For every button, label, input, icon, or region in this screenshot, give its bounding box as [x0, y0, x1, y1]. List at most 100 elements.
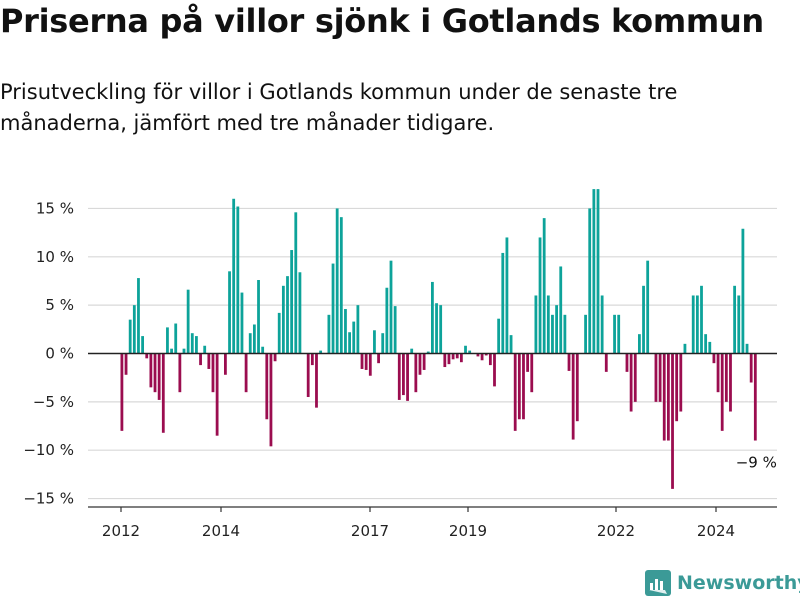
bar [522, 353, 525, 420]
bar [257, 280, 260, 354]
bar [339, 217, 343, 354]
bar [149, 353, 153, 388]
bar [629, 353, 633, 412]
bar [356, 305, 360, 354]
bar [228, 271, 231, 354]
bar [733, 285, 737, 354]
bar [505, 237, 509, 354]
bar [729, 353, 732, 412]
bar [410, 348, 414, 354]
bars [120, 189, 757, 489]
bar [426, 351, 430, 354]
bar [596, 189, 600, 354]
bar [600, 295, 604, 354]
bar [493, 353, 496, 387]
bar [310, 353, 314, 366]
bar [137, 278, 140, 354]
bar [393, 306, 397, 354]
y-tick-label: −5 % [33, 393, 74, 411]
bar [364, 353, 368, 370]
bar [145, 353, 149, 359]
bar [592, 189, 596, 354]
bar [414, 353, 418, 393]
bar [638, 334, 641, 354]
bar [402, 353, 405, 396]
newsworthy-logo-icon [645, 570, 671, 596]
y-tick-label: −10 % [23, 441, 74, 459]
brand-logo: Newsworthy [645, 568, 800, 598]
bar [633, 353, 637, 402]
bar [215, 353, 219, 436]
bar [232, 198, 236, 354]
bar [546, 295, 550, 354]
bar [551, 314, 554, 354]
x-tick-label: 2024 [697, 522, 735, 540]
bar [385, 287, 389, 354]
chart-title: Priserna på villor sjönk i Gotlands komm… [0, 2, 764, 40]
bar [240, 292, 244, 354]
bar [195, 336, 198, 354]
bar [658, 353, 662, 402]
bar [290, 250, 294, 354]
bar [431, 281, 434, 354]
bar [381, 333, 385, 354]
bar [352, 321, 356, 354]
bar [720, 353, 724, 431]
bar [642, 285, 645, 354]
bar [679, 353, 683, 412]
bar [389, 260, 393, 354]
bar [455, 353, 459, 359]
bar [464, 345, 467, 354]
bar [683, 343, 687, 354]
bar [174, 323, 178, 354]
bar [170, 348, 173, 354]
bar [476, 353, 480, 357]
bar [269, 353, 273, 447]
x-tick-label: 2019 [449, 522, 487, 540]
bar [517, 353, 521, 420]
bar [265, 353, 269, 420]
bar [654, 353, 658, 402]
bar [526, 353, 530, 372]
bar [224, 353, 227, 375]
bar [306, 353, 310, 398]
bar [161, 353, 165, 433]
bar [120, 353, 124, 431]
bar [704, 334, 708, 354]
bar [712, 353, 716, 364]
brand-name: Newsworthy [677, 572, 800, 594]
chart-subtitle: Prisutveckling för villor i Gotlands kom… [0, 80, 678, 135]
bar [509, 335, 513, 354]
bar [236, 206, 240, 354]
bar [484, 353, 488, 356]
bar [675, 353, 679, 422]
bar [327, 314, 331, 354]
gridlines [88, 207, 777, 500]
bar [646, 260, 650, 354]
x-tick-label: 2014 [202, 522, 240, 540]
x-tick-label: 2022 [597, 522, 635, 540]
bar [128, 319, 132, 354]
bar [447, 353, 451, 365]
bar [331, 263, 335, 354]
bar [753, 353, 757, 441]
bar [406, 353, 409, 401]
bar [724, 353, 728, 402]
bar [348, 332, 351, 354]
bar [691, 295, 695, 354]
bar [207, 353, 211, 369]
y-tick-label: 5 % [45, 296, 74, 314]
bar [695, 295, 699, 354]
axes [88, 352, 777, 512]
x-tick-label: 2017 [351, 522, 389, 540]
bar [344, 309, 347, 354]
bar [315, 353, 318, 408]
bar [625, 353, 629, 372]
bar [737, 295, 741, 354]
bar [468, 350, 472, 354]
bar [273, 353, 277, 362]
bar [662, 353, 666, 441]
bar [451, 353, 455, 360]
bar [132, 305, 136, 354]
bar [459, 353, 463, 363]
